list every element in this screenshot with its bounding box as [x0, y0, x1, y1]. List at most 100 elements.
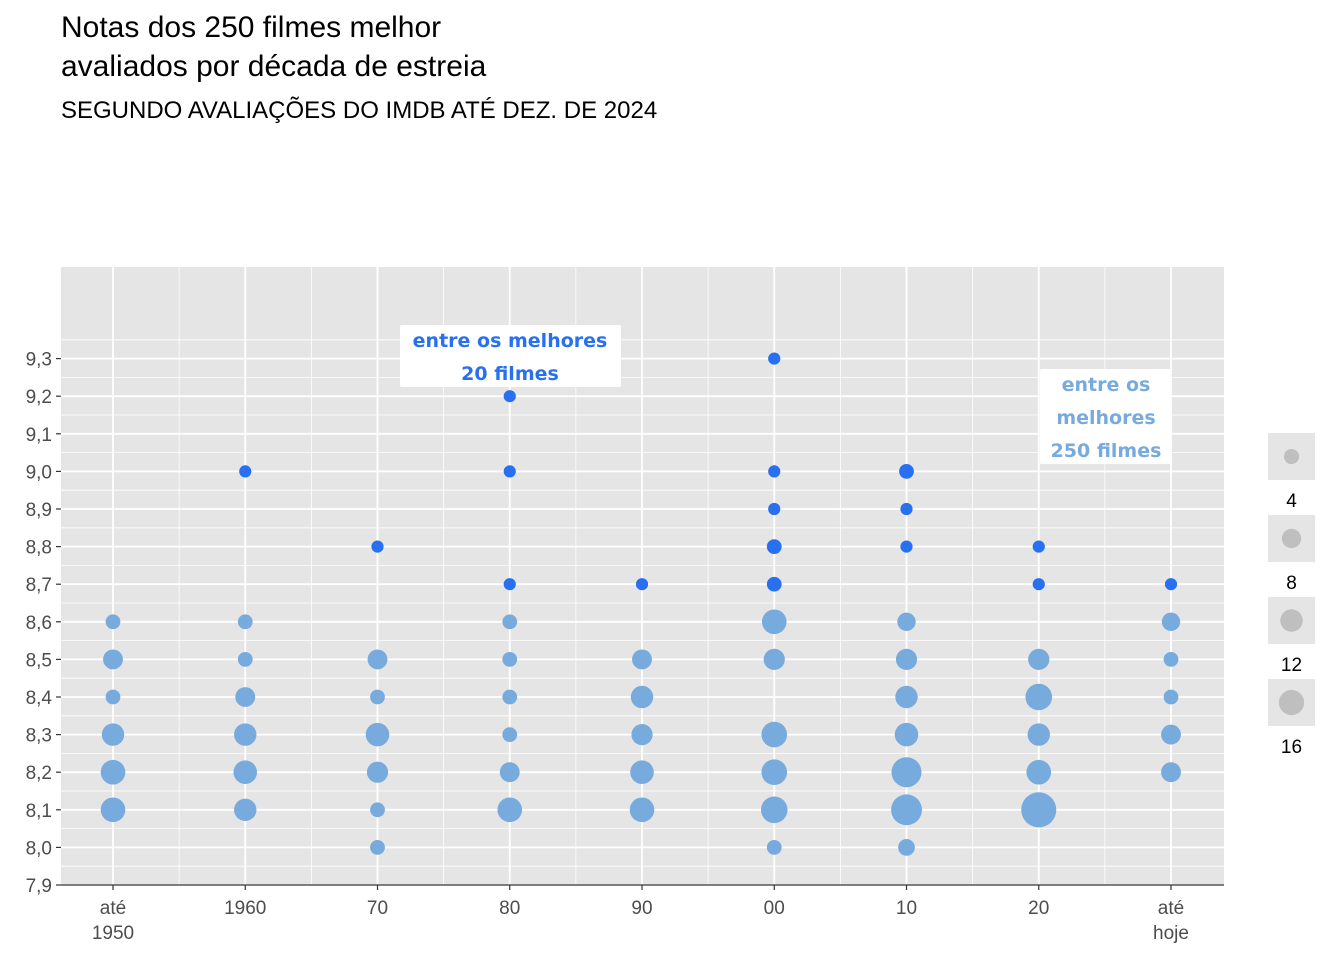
point-top250 — [894, 722, 919, 747]
point-top250 — [370, 840, 385, 855]
point-top250 — [105, 689, 121, 705]
point-top250 — [1028, 648, 1050, 670]
point-top250 — [234, 723, 257, 746]
point-top250 — [1163, 689, 1179, 705]
point-top20 — [503, 465, 516, 478]
point-top20 — [768, 465, 781, 478]
point-top250 — [103, 649, 123, 670]
point-top250 — [1025, 683, 1053, 711]
point-top20 — [899, 464, 914, 479]
x-tick-label: 80 — [499, 898, 520, 919]
point-top250 — [763, 648, 785, 670]
point-top250 — [760, 796, 788, 824]
x-tick-label: 1960 — [224, 898, 266, 919]
point-top250 — [1161, 612, 1181, 631]
point-top250 — [370, 689, 385, 705]
point-top20 — [766, 576, 782, 592]
point-top20 — [1164, 578, 1178, 591]
point-top250 — [766, 840, 782, 855]
point-top250 — [237, 652, 253, 667]
y-tick-label: 8,6 — [26, 613, 52, 634]
point-top250 — [499, 762, 520, 783]
point-top250 — [898, 839, 915, 856]
point-top250 — [761, 759, 788, 786]
size-legend: 4 8 12 16 — [1268, 433, 1315, 758]
x-tick-label: até — [100, 898, 126, 919]
point-top20 — [635, 578, 649, 591]
point-top250 — [370, 802, 385, 818]
x-tick-label: 10 — [896, 898, 917, 919]
annotation-top250-line-3: 250 filmes — [1051, 440, 1162, 462]
point-top250 — [100, 759, 126, 785]
y-tick-label: 8,5 — [26, 650, 52, 671]
point-top250 — [237, 614, 253, 630]
y-tick-label: 8,8 — [26, 538, 52, 559]
y-tick-label: 8,4 — [26, 688, 53, 709]
point-top250 — [234, 798, 257, 822]
annotation-top20-line-1: entre os melhores — [413, 330, 608, 352]
y-tick-label: 9,2 — [26, 387, 52, 408]
point-top250 — [497, 797, 523, 823]
x-tick-label: 00 — [764, 898, 785, 919]
point-top250 — [100, 797, 126, 823]
y-tick-label: 9,0 — [26, 462, 52, 483]
chart-subtitle: SEGUNDO AVALIAÇÕES DO IMDB ATÉ DEZ. DE 2… — [61, 96, 657, 124]
point-top250 — [761, 721, 788, 748]
point-top250 — [761, 609, 787, 635]
point-top250 — [235, 687, 256, 707]
point-top20 — [371, 540, 384, 553]
point-top250 — [502, 689, 518, 705]
point-top20 — [503, 390, 516, 403]
x-tick-label: 1950 — [92, 923, 134, 944]
y-tick-label: 9,1 — [26, 425, 52, 446]
annotation-top20: entre os melhores 20 filmes — [400, 325, 621, 387]
point-top250 — [502, 727, 518, 742]
point-top250 — [365, 722, 390, 747]
point-top250 — [1026, 759, 1052, 785]
point-top250 — [502, 614, 518, 630]
y-tick-label: 8,1 — [26, 801, 52, 822]
legend-label: 4 — [1286, 491, 1297, 512]
point-top250 — [891, 794, 922, 826]
point-top20 — [768, 502, 781, 516]
chart-title-line-1: Notas dos 250 filmes melhor — [61, 11, 441, 44]
point-top20 — [766, 539, 782, 554]
point-top250 — [366, 761, 389, 783]
point-top20 — [503, 578, 516, 591]
annotation-top20-line-2: 20 filmes — [461, 363, 559, 385]
point-top250 — [895, 685, 918, 709]
x-tick-label: até — [1158, 898, 1184, 919]
point-top250 — [631, 724, 653, 746]
point-top250 — [630, 760, 654, 784]
legend-label: 16 — [1281, 737, 1302, 758]
annotation-top20-box — [400, 325, 621, 387]
x-tick-label: 20 — [1028, 898, 1049, 919]
point-top250 — [630, 685, 654, 709]
point-top250 — [629, 797, 655, 823]
point-top20 — [768, 352, 781, 365]
x-tick-label: 90 — [631, 898, 652, 919]
point-top250 — [1161, 724, 1181, 745]
data-points — [100, 352, 1181, 856]
point-top250 — [632, 649, 652, 670]
point-top20 — [239, 465, 252, 478]
legend-label: 12 — [1281, 655, 1302, 676]
chart-title-line-2: avaliados por década de estreia — [61, 50, 487, 83]
y-tick-label: 8,2 — [26, 763, 52, 784]
point-top250 — [895, 648, 918, 670]
point-top250 — [502, 652, 518, 667]
axes: 7,9 8,0 8,1 8,2 8,3 8,4 8,5 8,6 8,7 8,8 8,9 9,0 9,1 9… — [26, 350, 1224, 944]
point-top250 — [1027, 723, 1050, 746]
point-top20 — [900, 502, 913, 516]
legend-label: 8 — [1286, 573, 1297, 594]
point-top250 — [101, 723, 125, 746]
legend-key-point — [1281, 528, 1302, 549]
point-top250 — [105, 614, 121, 630]
point-top250 — [1021, 792, 1057, 828]
point-top20 — [1032, 540, 1045, 553]
point-top20 — [900, 540, 913, 553]
annotation-top250-line-2: melhores — [1056, 407, 1155, 429]
point-top250 — [1163, 652, 1179, 667]
legend-key-point — [1283, 448, 1300, 465]
